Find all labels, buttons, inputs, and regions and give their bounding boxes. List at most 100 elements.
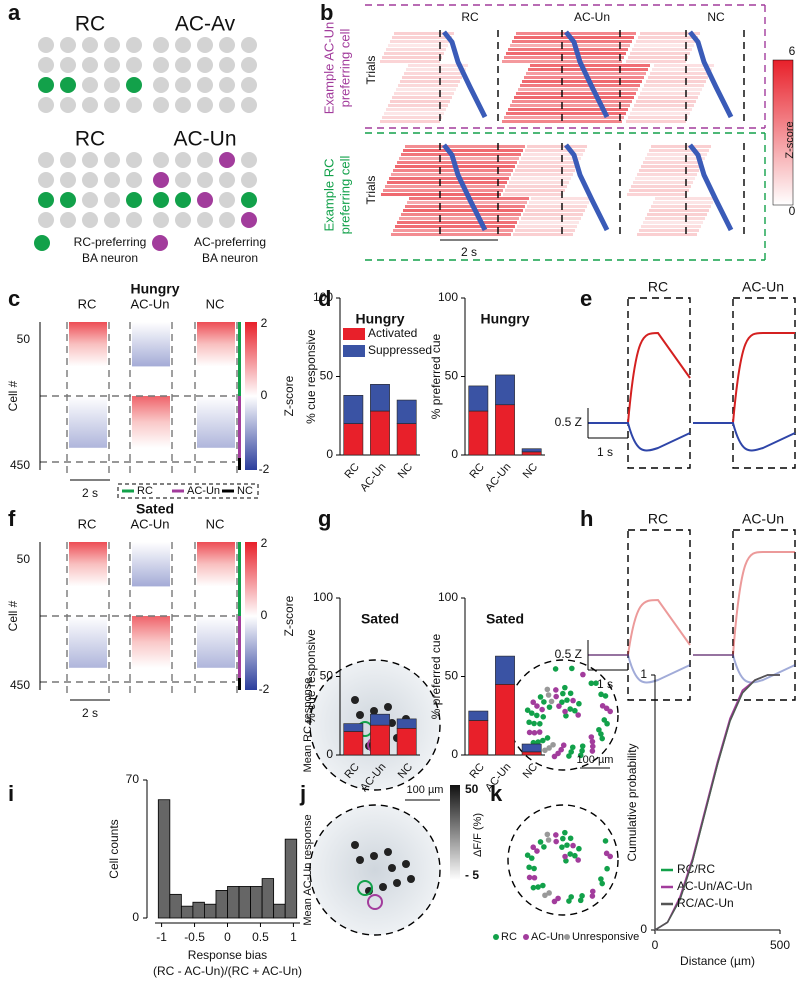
label: 1 s xyxy=(597,445,613,459)
decor xyxy=(370,707,378,715)
decor xyxy=(82,97,98,113)
x-tick-label: NC xyxy=(521,461,540,481)
chart-title: Sated xyxy=(361,611,399,627)
decor xyxy=(386,48,446,51)
decor xyxy=(384,848,392,856)
decor xyxy=(104,192,120,208)
decor xyxy=(219,152,235,168)
label: Example AC-Un xyxy=(321,22,336,114)
label: NC xyxy=(206,516,225,531)
label: Trials xyxy=(364,176,378,205)
decor xyxy=(598,876,604,882)
decor xyxy=(589,743,596,750)
decor xyxy=(647,153,707,156)
label: BA neuron xyxy=(202,251,258,265)
label: AC-Un xyxy=(531,931,564,943)
decor xyxy=(82,172,98,188)
decor xyxy=(175,212,191,228)
y-axis-label: % cue responsive xyxy=(304,629,318,724)
y-tick-label: 0 xyxy=(640,922,647,936)
decor xyxy=(393,229,513,232)
decor xyxy=(529,201,589,204)
bar xyxy=(250,886,263,919)
decor xyxy=(408,64,468,67)
decor xyxy=(197,396,235,448)
decor xyxy=(38,97,54,113)
bar xyxy=(468,410,489,456)
decor xyxy=(401,153,521,156)
legend-label: Activated xyxy=(368,326,417,340)
y-tick-label: 0 xyxy=(326,447,333,461)
x-tick-label: RC xyxy=(342,461,361,481)
decor xyxy=(175,37,191,53)
decor xyxy=(562,853,568,860)
decor xyxy=(241,192,257,208)
decor xyxy=(69,322,107,367)
bar xyxy=(521,451,542,456)
decor xyxy=(688,30,734,119)
decor xyxy=(69,542,107,587)
decor xyxy=(506,52,626,55)
label: Example RC xyxy=(321,159,336,232)
decor xyxy=(504,116,624,119)
x-tick-label: -1 xyxy=(156,930,167,944)
y-tick-label: 70 xyxy=(126,772,140,786)
decor xyxy=(544,686,551,693)
bar xyxy=(157,799,171,919)
decor xyxy=(402,76,462,79)
decor xyxy=(245,542,257,690)
decor xyxy=(126,37,142,53)
decor xyxy=(197,172,213,188)
bar xyxy=(192,901,205,919)
decor xyxy=(644,84,704,87)
decor xyxy=(545,837,552,843)
grid-title: AC-Un xyxy=(173,128,236,151)
decor xyxy=(531,720,537,727)
decor xyxy=(653,201,713,204)
decor xyxy=(126,57,142,73)
decor xyxy=(528,710,535,716)
decor xyxy=(153,192,169,208)
decor xyxy=(442,143,488,232)
decor xyxy=(527,145,587,148)
decor xyxy=(60,77,76,93)
decor xyxy=(390,40,450,43)
y-axis-label: Cumulative probability xyxy=(625,743,639,861)
decor xyxy=(38,77,54,93)
bar xyxy=(343,723,364,732)
legend-label: RC/AC-Un xyxy=(677,896,734,910)
decor xyxy=(392,36,452,39)
decor xyxy=(126,192,142,208)
decor xyxy=(493,934,499,940)
decor xyxy=(153,57,169,73)
decor xyxy=(104,57,120,73)
decor xyxy=(117,483,259,499)
decor xyxy=(402,860,410,868)
bar xyxy=(273,903,286,919)
decor xyxy=(626,60,686,63)
decor xyxy=(642,88,702,91)
decor xyxy=(531,729,538,736)
decor xyxy=(351,696,359,704)
decor xyxy=(577,897,584,904)
decor xyxy=(219,77,235,93)
panel-letter: h xyxy=(580,506,593,531)
decor xyxy=(541,699,547,705)
decor xyxy=(643,221,703,224)
decor xyxy=(530,699,537,706)
decor xyxy=(562,684,568,691)
decor xyxy=(241,77,257,93)
decor xyxy=(556,703,562,709)
decor xyxy=(510,104,630,107)
decor xyxy=(550,741,556,748)
decor xyxy=(519,221,579,224)
decor xyxy=(238,542,241,616)
decor xyxy=(513,173,573,176)
decor xyxy=(38,172,54,188)
decor xyxy=(562,829,568,836)
decor xyxy=(404,72,464,75)
decor xyxy=(588,422,691,452)
decor xyxy=(132,396,170,448)
decor xyxy=(104,97,120,113)
decor xyxy=(570,697,576,704)
